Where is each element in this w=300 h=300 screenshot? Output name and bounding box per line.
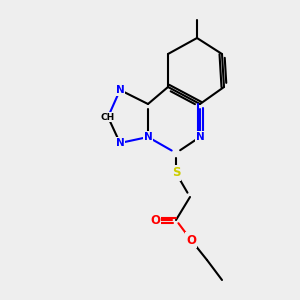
Text: O: O	[186, 233, 196, 247]
Text: N: N	[144, 132, 152, 142]
Text: O: O	[150, 214, 160, 226]
Text: CH: CH	[101, 112, 115, 122]
Text: N: N	[116, 85, 124, 95]
Text: S: S	[172, 167, 180, 179]
Text: N: N	[116, 138, 124, 148]
Text: N: N	[196, 132, 204, 142]
